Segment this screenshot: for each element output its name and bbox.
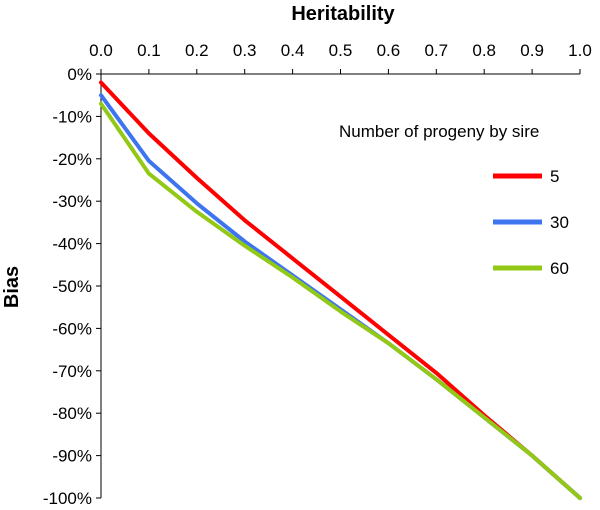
y-tick-label: 0%: [67, 65, 92, 84]
series-line-60: [99, 101, 582, 500]
y-axis-ticks: 0% -10% -20% -30% -40% -50% -60% -70% -80% -90% -1…: [43, 65, 101, 508]
x-tick-label: 0.8: [472, 41, 496, 60]
x-tick-label: 1.0: [568, 41, 592, 60]
y-tick-label: -50%: [52, 277, 92, 296]
y-tick-label: -20%: [52, 150, 92, 169]
x-axis-title: Heritability: [291, 3, 395, 25]
x-tick-label: 0.4: [281, 41, 305, 60]
y-tick-label: -40%: [52, 235, 92, 254]
y-tick-label: -60%: [52, 319, 92, 338]
x-tick-label: 0.7: [424, 41, 448, 60]
x-tick-label: 0.5: [329, 41, 353, 60]
x-tick-label: 0.1: [137, 41, 161, 60]
x-axis-ticks: 0.0 0.1 0.2 0.3 0.4 0.5 0.6 0.7 0.8 0.9 1.0: [89, 41, 592, 74]
legend-label-30: 30: [550, 213, 569, 232]
y-tick-label: -30%: [52, 192, 92, 211]
series-lines: [99, 80, 582, 500]
y-tick-label: -10%: [52, 107, 92, 126]
legend-title: Number of progeny by sire: [339, 122, 539, 141]
y-tick-label: -70%: [52, 362, 92, 381]
x-tick-label: 0.6: [377, 41, 401, 60]
x-tick-label: 0.9: [520, 41, 544, 60]
x-tick-label: 0.0: [89, 41, 113, 60]
x-tick-label: 0.2: [185, 41, 209, 60]
x-tick-label: 0.3: [233, 41, 257, 60]
legend-label-5: 5: [550, 167, 559, 186]
y-tick-label: -90%: [52, 447, 92, 466]
y-tick-label: -100%: [43, 489, 92, 508]
y-tick-label: -80%: [52, 404, 92, 423]
legend-label-60: 60: [550, 259, 569, 278]
legend: 5 30 60: [493, 167, 569, 278]
y-axis-title: Bias: [1, 266, 23, 308]
